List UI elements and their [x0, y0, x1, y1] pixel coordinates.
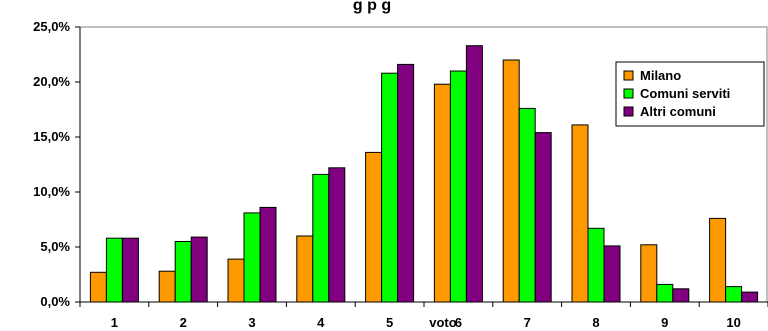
- x-tick-label: 8: [592, 315, 599, 330]
- x-tick-label: 1: [111, 315, 118, 330]
- y-tick-label: 0,0%: [40, 294, 70, 309]
- legend-swatch: [623, 88, 634, 99]
- y-tick-label: 25,0%: [33, 19, 70, 34]
- chart-title: g p g: [353, 0, 391, 14]
- bar-altri-comuni-10: [741, 291, 759, 303]
- legend-swatch: [623, 106, 634, 117]
- y-axis: 0,0% 5,0% 10,0% 15,0% 20,0% 25,0%: [33, 19, 81, 309]
- legend: Milano Comuni serviti Altri comuni: [615, 61, 765, 127]
- y-tick-label: 15,0%: [33, 129, 70, 144]
- bar-milano-9: [640, 244, 658, 303]
- bar-milano-3: [227, 258, 245, 303]
- bar-comuni-serviti-3: [243, 212, 261, 303]
- bar-comuni-serviti-9: [656, 283, 674, 303]
- bar-comuni-serviti-6: [449, 70, 467, 303]
- bar-altri-comuni-3: [259, 206, 277, 303]
- bar-comuni-serviti-7: [518, 107, 536, 303]
- bar-comuni-serviti-10: [725, 286, 743, 303]
- x-tick-label: 10: [726, 315, 740, 330]
- bar-comuni-serviti-2: [174, 241, 192, 303]
- bar-milano-4: [296, 235, 314, 303]
- x-axis: 1 2 3 4 5 6 7 8 9 10: [79, 301, 768, 330]
- bar-milano-6: [433, 83, 451, 303]
- bar-milano-7: [502, 59, 520, 303]
- x-axis-label: voto: [429, 315, 457, 330]
- legend-entry: Altri comuni: [640, 104, 716, 119]
- bar-altri-comuni-8: [603, 245, 621, 303]
- bar-milano-2: [158, 270, 176, 303]
- bar-milano-10: [709, 217, 727, 303]
- bar-milano-5: [365, 151, 383, 303]
- bar-altri-comuni-6: [465, 45, 483, 303]
- x-tick-label: 7: [524, 315, 531, 330]
- y-tick-label: 20,0%: [33, 74, 70, 89]
- x-tick-label: 6: [455, 315, 462, 330]
- bar-comuni-serviti-4: [312, 173, 330, 303]
- bar-comuni-serviti-8: [587, 227, 605, 303]
- bar-comuni-serviti-1: [105, 237, 123, 303]
- x-tick-label: 2: [180, 315, 187, 330]
- bar-comuni-serviti-5: [381, 72, 399, 303]
- y-tick-label: 5,0%: [40, 239, 70, 254]
- bar-altri-comuni-2: [190, 236, 208, 303]
- bar-altri-comuni-4: [328, 167, 346, 303]
- x-tick-label: 3: [248, 315, 255, 330]
- legend-entry: Comuni serviti: [640, 86, 730, 101]
- bar-altri-comuni-5: [397, 63, 415, 303]
- legend-entry: Milano: [640, 68, 681, 83]
- bar-milano-8: [571, 124, 589, 303]
- bar-milano-1: [89, 271, 107, 303]
- legend-box: [615, 61, 765, 127]
- x-tick-label: 5: [386, 315, 393, 330]
- bar-altri-comuni-9: [672, 288, 690, 303]
- y-tick-label: 10,0%: [33, 184, 70, 199]
- x-tick-label: 4: [317, 315, 325, 330]
- bar-altri-comuni-1: [121, 237, 139, 303]
- legend-swatch: [623, 70, 634, 81]
- bar-altri-comuni-7: [534, 132, 552, 303]
- x-tick-label: 9: [661, 315, 668, 330]
